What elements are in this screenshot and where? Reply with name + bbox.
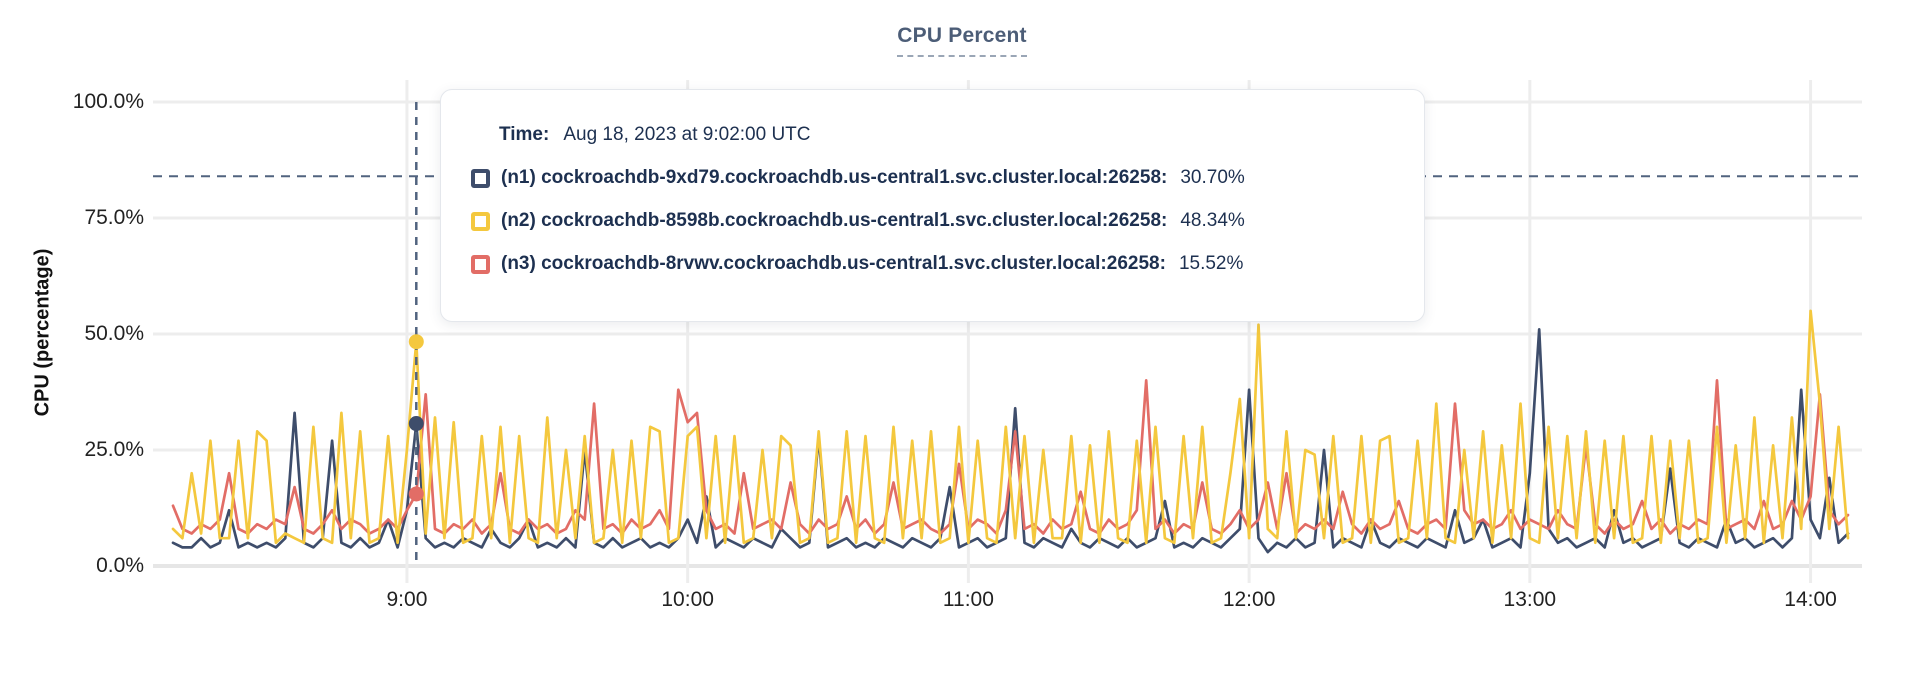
y-tick-25: 25.0%: [84, 438, 144, 461]
series-n2-swatch-icon: [471, 211, 490, 231]
y-tick-50: 50.0%: [84, 322, 144, 345]
x-tick-12: 12:00: [1222, 588, 1276, 611]
tooltip-value-n2: 48.34%: [1180, 210, 1245, 231]
tooltip-node-n2: (n2) cockroachdb-8598b.cockroachdb.us-ce…: [501, 210, 1168, 231]
x-tick-13: 13:00: [1503, 588, 1557, 611]
x-tick-9: 9:00: [386, 588, 428, 611]
x-tick-11: 11:00: [942, 588, 994, 611]
hover-tooltip: Time: Aug 18, 2023 at 9:02:00 UTC (n1) co…: [440, 89, 1425, 322]
tooltip-time-row: Time: Aug 18, 2023 at 9:02:00 UTC: [499, 124, 1396, 146]
tooltip-row-n2: (n2) cockroachdb-8598b.cockroachdb.us-ce…: [471, 210, 1396, 232]
chart-title-wrap: CPU Percent: [0, 24, 1924, 57]
tooltip-row-n1: (n1) cockroachdb-9xd79.cockroachdb.us-ce…: [471, 167, 1396, 189]
y-tick-100: 100.0%: [72, 90, 144, 113]
tooltip-row-n3: (n3) cockroachdb-8rvwv.cockroachdb.us-ce…: [471, 253, 1396, 275]
chart-title: CPU Percent: [897, 24, 1027, 57]
tooltip-value-n3: 15.52%: [1178, 253, 1244, 274]
tooltip-node-n3: (n3) cockroachdb-8rvwv.cockroachdb.us-ce…: [501, 253, 1166, 274]
y-tick-75: 75.0%: [84, 206, 144, 229]
tooltip-node-n1: (n1) cockroachdb-9xd79.cockroachdb.us-ce…: [501, 167, 1168, 188]
tooltip-time-value: Aug 18, 2023 at 9:02:00 UTC: [563, 124, 811, 145]
x-tick-10: 10:00: [661, 588, 714, 611]
tooltip-value-n1: 30.70%: [1180, 167, 1245, 188]
y-tick-0: 0.0%: [96, 554, 144, 577]
series-n3-swatch-icon: [471, 254, 490, 274]
tooltip-time-label: Time:: [499, 124, 550, 145]
x-tick-14: 14:00: [1784, 588, 1837, 611]
series-n1-swatch-icon: [471, 168, 490, 188]
